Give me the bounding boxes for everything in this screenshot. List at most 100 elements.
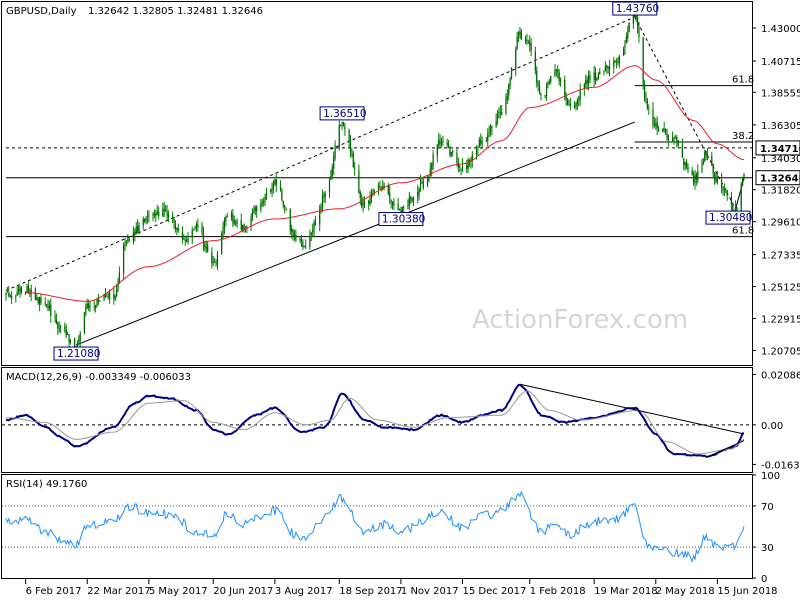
candle-body xyxy=(712,164,714,174)
candle-body xyxy=(303,246,305,248)
candle-body xyxy=(349,141,352,152)
candle-body xyxy=(614,60,616,62)
candle-body xyxy=(390,199,392,202)
candle-body xyxy=(285,209,287,210)
candle-body xyxy=(575,103,577,108)
candle-body xyxy=(468,160,471,162)
candle-body xyxy=(597,74,599,79)
x-tick-label: 18 Sep 2017 xyxy=(339,586,402,597)
candle-body xyxy=(432,154,434,165)
candle-body xyxy=(302,242,304,248)
rsi-line xyxy=(5,490,745,563)
candle-body xyxy=(663,128,665,130)
candle-body xyxy=(585,80,587,84)
candle-body xyxy=(6,291,9,293)
price-level-tag xyxy=(755,170,800,186)
candle-body xyxy=(19,287,21,291)
candle-body xyxy=(481,142,483,144)
candle-body xyxy=(352,153,354,167)
candle-body xyxy=(274,180,276,184)
candle-body xyxy=(76,342,79,348)
candle-body xyxy=(16,292,18,295)
candle-body xyxy=(30,289,32,294)
candle-body xyxy=(373,190,375,193)
candle-body xyxy=(460,168,462,170)
candle-body xyxy=(517,32,520,36)
candle-body xyxy=(734,206,737,212)
candle-body xyxy=(515,49,517,70)
candle-body xyxy=(736,207,738,211)
candle-body xyxy=(387,185,389,194)
price-callout-box xyxy=(705,210,751,225)
candle-body xyxy=(181,232,184,240)
candle-body xyxy=(491,125,493,129)
candle-body xyxy=(134,231,136,235)
candle-body xyxy=(253,210,255,213)
candle-body xyxy=(313,222,315,231)
candle-body xyxy=(505,98,507,114)
candle-body xyxy=(264,197,266,200)
candle-body xyxy=(5,292,7,297)
candle-body xyxy=(398,209,401,211)
candle-body xyxy=(508,84,510,96)
candle-body xyxy=(187,238,189,242)
candle-body xyxy=(275,179,277,186)
candle-body xyxy=(201,225,203,233)
candle-body xyxy=(362,203,364,206)
candle-body xyxy=(457,162,459,168)
candle-body xyxy=(64,326,66,330)
candle-body xyxy=(204,244,206,248)
candle-body xyxy=(627,31,629,38)
candle-body xyxy=(39,297,41,305)
macd-y-tick-label: 0.020861 xyxy=(761,370,800,381)
x-tick-label: 22 Mar 2017 xyxy=(87,586,150,597)
candle-body xyxy=(69,339,72,343)
candle-body xyxy=(377,186,380,189)
candle-body xyxy=(422,181,424,188)
candle-body xyxy=(624,44,626,48)
candle-body xyxy=(232,214,234,222)
candle-body xyxy=(323,195,325,197)
candle-body xyxy=(55,319,58,325)
candle-body xyxy=(177,228,179,231)
candle-body xyxy=(211,251,213,263)
main-y-tick-label: 1.43000 xyxy=(761,24,800,35)
candle-body xyxy=(50,304,52,316)
candle-body xyxy=(564,79,566,96)
candle-body xyxy=(158,212,160,217)
candle-body xyxy=(361,199,363,207)
candle-body xyxy=(279,186,282,190)
candle-body xyxy=(569,104,571,107)
candle-body xyxy=(480,139,482,144)
macd-panel-frame xyxy=(1,367,753,473)
candle-body xyxy=(97,299,100,302)
candle-body xyxy=(348,129,350,141)
candle-body xyxy=(576,100,578,105)
candle-body xyxy=(215,263,217,265)
candle-body xyxy=(358,170,360,193)
candle-body xyxy=(419,181,422,188)
candle-body xyxy=(47,304,49,309)
candle-body xyxy=(557,69,559,72)
candle-body xyxy=(118,272,121,283)
candle-body xyxy=(550,76,552,82)
candle-body xyxy=(124,242,126,244)
candle-body xyxy=(284,204,286,208)
candle-body xyxy=(243,223,245,230)
candle-body xyxy=(705,150,707,156)
candle-body xyxy=(527,42,529,44)
candle-body xyxy=(510,67,513,79)
candle-body xyxy=(608,66,611,70)
candle-body xyxy=(636,18,639,28)
candle-body xyxy=(713,173,716,180)
candle-body xyxy=(144,219,146,222)
candle-body xyxy=(113,293,115,299)
candle-body xyxy=(743,173,745,180)
candle-body xyxy=(202,233,205,244)
rsi-title: RSI(14) 49.1760 xyxy=(6,479,87,490)
candle-body xyxy=(370,194,373,199)
candle-body xyxy=(407,205,409,207)
candle-body xyxy=(250,216,252,227)
candle-body xyxy=(156,211,158,214)
candle-body xyxy=(657,129,660,132)
